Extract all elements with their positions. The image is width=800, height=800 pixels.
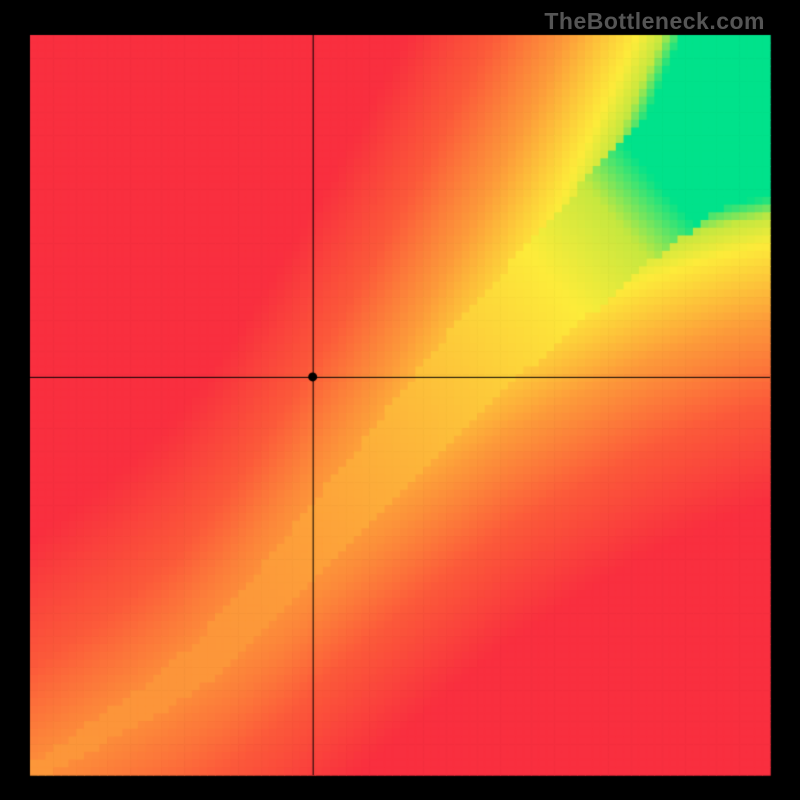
bottleneck-heatmap: [0, 0, 800, 800]
chart-container: TheBottleneck.com: [0, 0, 800, 800]
watermark-text: TheBottleneck.com: [544, 8, 765, 35]
